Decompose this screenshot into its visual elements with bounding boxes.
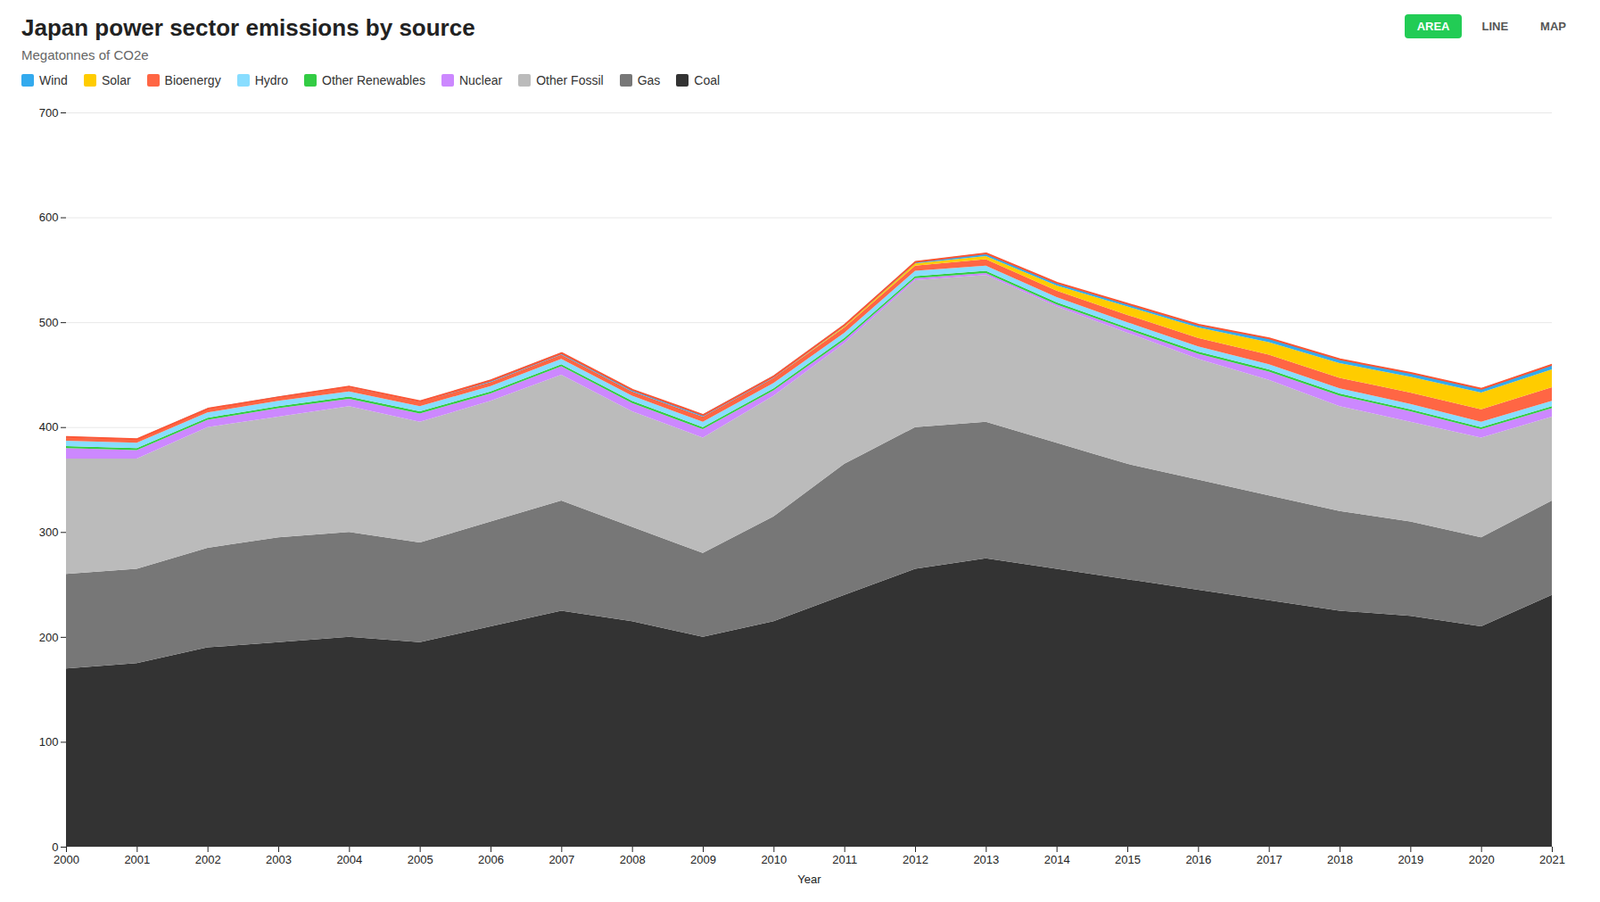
svg-text:2018: 2018 (1327, 852, 1353, 866)
html-text:LINE: LINE (1481, 19, 1509, 33)
html-text:Solar: Solar (101, 73, 131, 88)
svg-text:2013: 2013 (973, 852, 999, 866)
html-text:MAP: MAP (1540, 19, 1567, 33)
html-text:Hydro: Hydro (254, 73, 289, 88)
svg-text:2009: 2009 (690, 852, 717, 866)
svg-text:2010: 2010 (760, 852, 787, 866)
svg-text:2016: 2016 (1185, 852, 1212, 866)
html-text:Bioenergy: Bioenergy (164, 73, 221, 88)
html-text:Nuclear: Nuclear (459, 73, 503, 88)
svg-text:2003: 2003 (265, 852, 292, 866)
svg-text:500: 500 (39, 315, 59, 330)
svg-text:2005: 2005 (407, 852, 434, 866)
svg-text:600: 600 (39, 210, 59, 224)
svg-text:2002: 2002 (195, 852, 222, 866)
html-text:Japan power sector emissions b: Japan power sector emissions by source (21, 14, 476, 42)
html-text:Megatonnes of CO2e: Megatonnes of CO2e (21, 47, 149, 63)
svg-text:2020: 2020 (1468, 852, 1495, 866)
svg-text:2000: 2000 (53, 852, 80, 866)
svg-text:2012: 2012 (902, 852, 929, 866)
html-text:Wind: Wind (39, 73, 68, 88)
svg-text:200: 200 (39, 630, 59, 644)
svg-text:2015: 2015 (1114, 852, 1141, 866)
svg-text:2007: 2007 (548, 852, 575, 866)
svg-text:300: 300 (39, 525, 59, 539)
svg-text:100: 100 (39, 734, 59, 749)
svg-text:2008: 2008 (619, 852, 646, 866)
html-text:Other Renewables: Other Renewables (321, 73, 426, 88)
svg-text:2001: 2001 (123, 852, 150, 866)
html-text:Gas: Gas (637, 73, 661, 88)
svg-text:2019: 2019 (1397, 852, 1424, 866)
svg-text:700: 700 (39, 106, 59, 120)
svg-text:400: 400 (39, 420, 59, 434)
html-text:AREA: AREA (1416, 19, 1450, 33)
svg-text:0: 0 (51, 840, 58, 854)
svg-text:2011: 2011 (832, 852, 858, 866)
svg-text:2021: 2021 (1539, 852, 1566, 866)
html-text:Other Fossil: Other Fossil (536, 73, 604, 88)
svg-text:2006: 2006 (478, 852, 504, 866)
svg-text:2004: 2004 (336, 852, 363, 866)
svg-text:Year: Year (797, 872, 822, 886)
svg-text:2014: 2014 (1044, 852, 1071, 866)
html-text:Coal: Coal (694, 73, 720, 88)
svg-text:2017: 2017 (1256, 852, 1283, 866)
